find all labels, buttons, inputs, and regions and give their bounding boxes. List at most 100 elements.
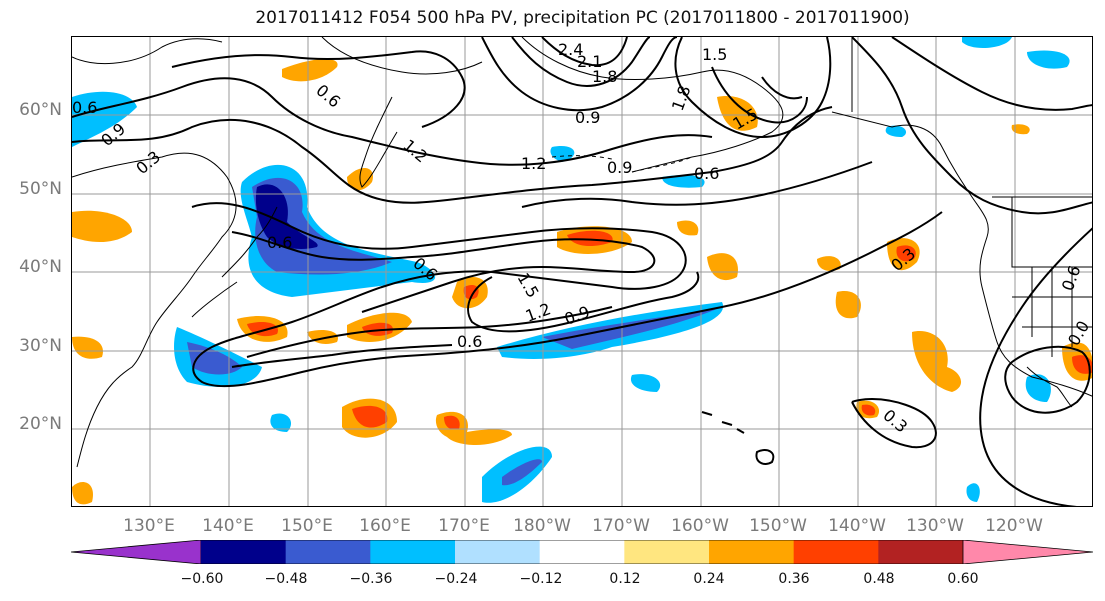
precip-indigo-area: [542, 309, 717, 349]
lon-label-150e: 150°E: [281, 516, 333, 536]
colorbar-cell: [285, 540, 371, 564]
colorbar-cell: [793, 540, 879, 564]
precip-blue-area: [1027, 50, 1070, 69]
contour-label: 0.6: [1058, 263, 1085, 293]
contour-label: 0.3: [879, 406, 911, 437]
lat-label-50n: 50°N: [19, 179, 62, 199]
pv-contour-line: [851, 37, 1092, 215]
lon-label-140w: 140°W: [828, 516, 886, 536]
colorbar-cell: [201, 540, 287, 564]
contour-label: 0.9: [575, 108, 600, 127]
colorbar-tick-label: −0.60: [180, 571, 224, 587]
kamchatka-coastline: [359, 96, 398, 188]
colorbar-cell: [455, 540, 541, 564]
contour-label: 0.6: [457, 332, 482, 351]
lat-label-30n: 30°N: [19, 336, 62, 356]
precip-blue-area: [662, 175, 705, 188]
lon-label-160w: 160°W: [671, 516, 729, 536]
pv-contour-line: [674, 37, 832, 139]
precip-indigo-area: [187, 342, 242, 375]
graticule: [72, 37, 1092, 506]
pv-contours: [72, 37, 1092, 506]
colorbar-tick-label: 0.48: [863, 571, 895, 587]
lon-label-150w: 150°W: [749, 516, 807, 536]
precip-orange-area: [72, 210, 132, 242]
precip-blue-area: [1025, 374, 1051, 402]
pv-contour-line: [231, 231, 656, 313]
precip-indigo-area: [502, 459, 542, 486]
contour-label: 1.2: [523, 299, 553, 326]
pv-contour-line: [521, 161, 873, 208]
pv-contour-line: [481, 37, 678, 112]
precip-orange-area: [282, 58, 338, 82]
pv-contour-line: [979, 227, 1092, 506]
precip-blue-area: [885, 125, 907, 137]
precip-orange-area: [707, 253, 738, 281]
precip-orange-area: [677, 220, 699, 236]
asia-coastline: [72, 38, 237, 468]
contour-label: 0.6: [267, 233, 292, 252]
colorbar-cell: [370, 540, 456, 564]
lon-label-120w: 120°W: [985, 516, 1043, 536]
colorbar: [71, 540, 1093, 564]
contour-label: 0.3: [132, 147, 164, 178]
aleutian-islands: [551, 155, 693, 173]
siberia-coastline: [321, 37, 483, 75]
pv-contour-line: [72, 77, 713, 166]
lon-label-180w: 180°W: [513, 516, 571, 536]
colorbar-tick-label: 0.36: [778, 571, 810, 587]
us-canada-border: [851, 37, 1092, 268]
lon-label-130e: 130°E: [123, 516, 175, 536]
precip-darkblue-area: [255, 184, 318, 249]
us-state-lines: [1012, 267, 1092, 357]
precip-red-area: [362, 322, 393, 336]
pv-contour-line: [191, 202, 943, 388]
precip-red-area: [463, 285, 479, 300]
pv-contour-line: [711, 66, 808, 124]
contour-label: 1.2: [521, 154, 546, 173]
precip-orange-area: [835, 291, 861, 319]
precip-orange-area: [72, 336, 103, 359]
colorbar-tick-label: 0.60: [947, 571, 979, 587]
precip-orange-area: [912, 331, 962, 392]
north-america-coastline: [831, 111, 1092, 397]
pv-contour-line: [851, 397, 937, 449]
alaska-coastline: [521, 37, 784, 173]
precip-orange-area: [1011, 124, 1030, 135]
contour-label: 1.8: [668, 83, 695, 113]
positive-precip-anomaly-fills: [72, 58, 1092, 505]
map-title: 2017011412 F054 500 hPa PV, precipitatio…: [255, 8, 910, 28]
lat-label-40n: 40°N: [19, 257, 62, 277]
colorbar-cell: [878, 540, 964, 564]
precip-blue-area: [72, 91, 137, 147]
precip-red-area: [352, 405, 388, 428]
pv-contour-line: [231, 344, 453, 368]
pv-contour-line: [1004, 345, 1091, 414]
baja-coastline: [1026, 366, 1073, 408]
pv-contour-line: [511, 37, 651, 87]
lon-label-130w: 130°W: [906, 516, 964, 536]
precip-red-area: [896, 245, 916, 262]
lon-label-160e: 160°E: [359, 516, 411, 536]
colorbar-tick-label: 0.24: [693, 571, 725, 587]
map-canvas: 2.4 2.1 1.8 1.5 1.8 1.5 0.9 0.6 0.9 0.3 …: [72, 37, 1092, 506]
map-panel: 2.4 2.1 1.8 1.5 1.8 1.5 0.9 0.6 0.9 0.3 …: [71, 36, 1093, 507]
precip-orange-area: [72, 482, 93, 505]
precip-indigo-area: [252, 177, 392, 275]
pv-contour-line: [891, 37, 1092, 111]
japan-coastline: [191, 206, 278, 318]
colorbar-extend-low: [71, 540, 202, 564]
contour-label: 1.5: [702, 45, 727, 64]
contour-label: 1.8: [592, 67, 617, 86]
negative-precip-anomaly-fills: [72, 37, 1070, 503]
precip-blue-area: [270, 413, 292, 432]
colorbar-tick-label: −0.24: [434, 571, 478, 587]
colorbar-cell: [624, 540, 710, 564]
colorbar-cells: [71, 540, 1093, 564]
lon-label-170e: 170°E: [438, 516, 490, 536]
contour-label: 2.1: [577, 52, 602, 71]
hawaii-islands: [701, 411, 745, 434]
precip-orange-area: [717, 96, 758, 131]
precip-red-area: [444, 415, 460, 430]
colorbar-tick-label: 0.12: [609, 571, 641, 587]
